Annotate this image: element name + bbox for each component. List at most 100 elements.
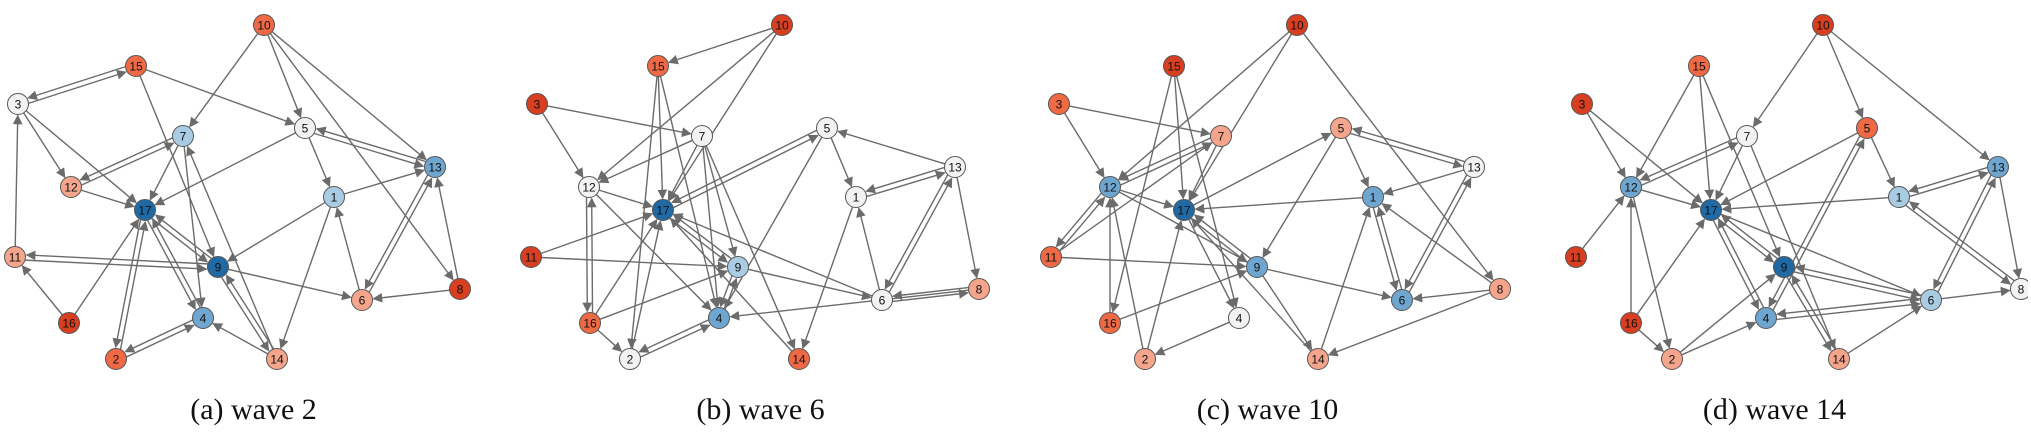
edge-5-to-13: [314, 132, 425, 169]
node-4: 4: [1228, 307, 1250, 329]
node-label: 8: [976, 283, 983, 297]
node-circle: [1099, 312, 1121, 334]
edge-4-to-9: [724, 277, 738, 310]
node-circle: [4, 246, 26, 268]
edge-1-to-17: [1721, 197, 1889, 214]
node-circle: [708, 307, 730, 329]
edge-11-to-9: [25, 259, 208, 274]
edge-8-to-13: [434, 177, 459, 279]
node-label: 2: [627, 353, 634, 367]
edge-12-to-7: [81, 142, 175, 186]
edge-9-to-6: [228, 268, 352, 301]
edge-6-to-1: [334, 207, 360, 291]
edges: [540, 27, 980, 358]
edge-12-to-17: [1640, 189, 1701, 210]
edge-13-to-1: [1908, 166, 1988, 194]
node-label: 3: [1579, 98, 1586, 112]
node-7: 7: [1210, 125, 1232, 147]
edge-6-to-1: [1376, 206, 1403, 290]
node-circle: [266, 348, 288, 370]
node-circle: [134, 199, 156, 221]
edge-2-to-17: [631, 220, 664, 349]
edge-10-to-8: [269, 33, 454, 281]
node-label: 10: [775, 19, 789, 33]
edge-2-to-4: [1681, 321, 1757, 356]
edge-5-to-9: [1262, 136, 1337, 258]
node-circle: [1888, 186, 1910, 208]
node-5: 5: [294, 117, 316, 139]
node-circle: [816, 117, 838, 139]
edge-3-to-7: [1069, 105, 1211, 137]
node-label: 1: [1370, 191, 1377, 205]
node-16: 16: [1620, 312, 1642, 334]
edge-14-to-7: [186, 145, 274, 350]
edge-4-to-2: [124, 319, 193, 353]
edge-15-to-9: [139, 75, 215, 258]
node-circle: [1571, 93, 1593, 115]
node-label: 3: [534, 98, 541, 112]
node-label: 10: [1816, 19, 1830, 33]
node-label: 14: [270, 353, 284, 367]
edge-5-to-1: [1870, 137, 1895, 188]
edge-8-to-14: [1327, 292, 1491, 357]
node-9: 9: [1246, 256, 1268, 278]
node-circle: [125, 55, 147, 77]
node-8: 8: [2010, 278, 2028, 300]
network-graph-wave-14: 10 15 3 7 5 13 12 1 17 11 9 8 6 16 4 2 14: [1565, 14, 2028, 370]
node-circle: [727, 256, 749, 278]
node-circle: [60, 176, 82, 198]
node-circle: [1620, 176, 1642, 198]
node-circle: [7, 93, 29, 115]
edge-8-to-1: [1908, 201, 2015, 282]
edge-9-to-6: [1793, 271, 1921, 303]
node-circle: [1700, 199, 1722, 221]
edge-11-to-17: [540, 212, 654, 255]
node-circle: [1330, 117, 1352, 139]
node-circle: [1661, 348, 1683, 370]
node-4: 4: [1755, 307, 1777, 329]
node-3: 3: [1571, 93, 1593, 115]
node-6: 6: [871, 289, 893, 311]
node-label: 13: [1991, 161, 2005, 175]
edge-4-to-6: [1776, 299, 1921, 321]
node-11: 11: [1040, 246, 1062, 268]
node-circle: [1463, 156, 1485, 178]
node-circle: [871, 289, 893, 311]
node-9: 9: [727, 256, 749, 278]
edge-9-to-11: [25, 250, 208, 265]
node-3: 3: [526, 93, 548, 115]
edge-3-to-17: [1589, 110, 1703, 204]
node-label: 9: [735, 261, 742, 275]
panel-wave-10: 10 15 3 7 5 13 12 1 17 11 9 8 6 16 4 2 14 (c) wave 10: [1014, 0, 1521, 432]
node-label: 4: [1236, 312, 1243, 326]
node-16: 16: [1099, 312, 1121, 334]
node-label: 16: [1103, 317, 1117, 331]
edge-17-to-5: [673, 134, 819, 209]
node-circle: [323, 186, 345, 208]
node-circle: [520, 246, 542, 268]
node-label: 6: [359, 294, 366, 308]
node-5: 5: [1856, 117, 1878, 139]
edge-12-to-16: [582, 197, 593, 313]
edge-14-to-6: [1847, 305, 1923, 354]
node-label: 17: [656, 204, 670, 218]
node-circle: [424, 156, 446, 178]
node-7: 7: [1736, 125, 1758, 147]
node-label: 8: [1497, 283, 1504, 297]
node-label: 15: [1167, 60, 1181, 74]
node-17: 17: [1700, 199, 1722, 221]
node-circle: [1163, 55, 1185, 77]
edge-17-to-4: [1188, 219, 1235, 309]
node-label: 11: [1045, 251, 1058, 265]
edge-6-to-8: [1941, 286, 2011, 300]
edge-1-to-13: [1909, 170, 1989, 198]
edge-8-to-6: [892, 286, 969, 300]
node-label: 13: [1467, 161, 1481, 175]
edge-13-to-1: [1383, 169, 1465, 196]
node-13: 13: [424, 156, 446, 178]
node-label: 14: [792, 353, 806, 367]
node-label: 12: [64, 181, 78, 195]
edge-10-to-8: [1302, 32, 1494, 281]
node-5: 5: [1330, 117, 1352, 139]
edge-12-to-17: [80, 189, 135, 209]
